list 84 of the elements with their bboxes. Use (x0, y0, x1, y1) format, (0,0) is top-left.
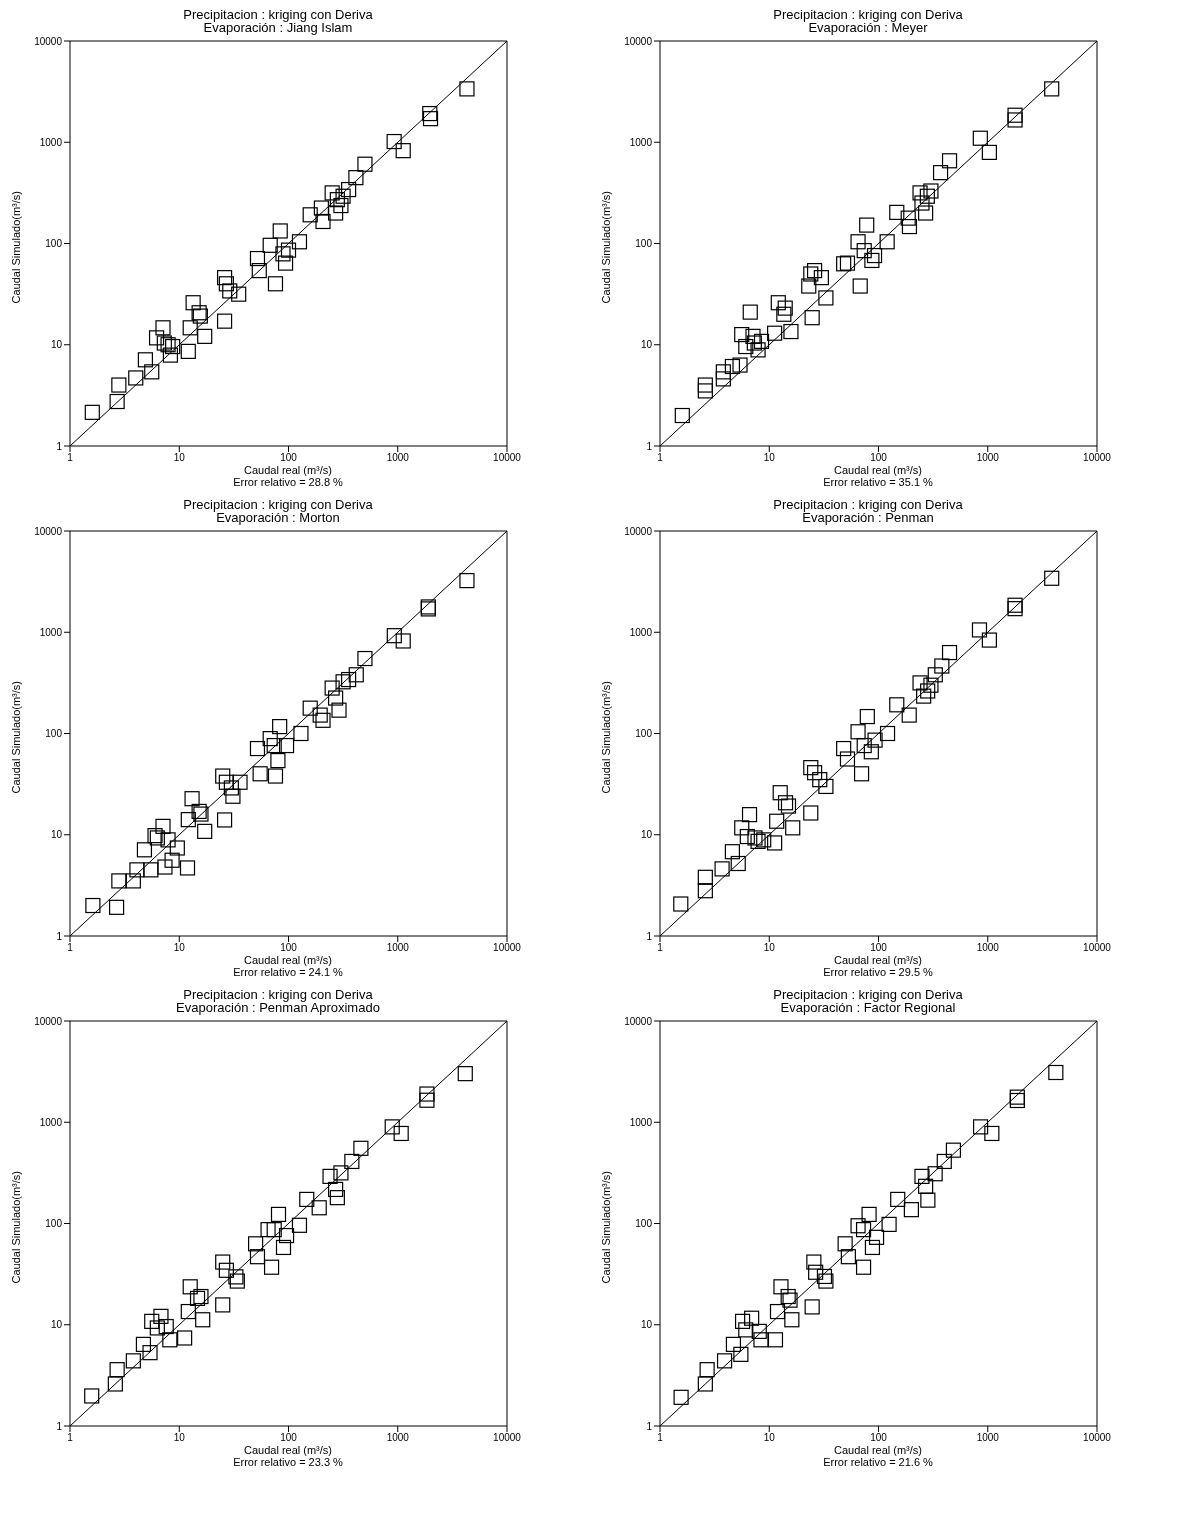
x-axis-title: Caudal real (m³/s) (243, 954, 333, 966)
x-tick-label: 100 (870, 1432, 888, 1444)
y-axis-title: Caudal Simulado(m³/s) (599, 191, 612, 304)
x-tick-label: 1 (67, 452, 74, 464)
y-tick-label: 10 (640, 1319, 653, 1331)
x-tick-label: 10 (763, 942, 776, 954)
x-tick-label: 10000 (493, 1432, 522, 1444)
x-tick-label: 1000 (976, 1432, 1000, 1444)
x-axis-title: Caudal real (m³/s) (833, 1444, 923, 1456)
y-tick-label: 10000 (34, 525, 63, 537)
x-tick-label: 1 (657, 1432, 664, 1444)
x-tick-label: 100 (870, 942, 888, 954)
text: Error relativo = 23.3 % (232, 1456, 344, 1468)
x-tick-label: 10 (173, 1432, 186, 1444)
y-tick-label: 10 (50, 339, 63, 351)
y-tick-label: 100 (635, 238, 653, 250)
y-tick-label: 1000 (629, 1116, 653, 1128)
x-tick-label: 10 (763, 1432, 776, 1444)
x-tick-label: 10 (173, 452, 186, 464)
y-tick-label: 10000 (34, 1015, 63, 1027)
y-tick-label: 1 (646, 1420, 653, 1432)
x-tick-label: 1 (657, 452, 664, 464)
x-tick-label: 100 (280, 452, 298, 464)
x-axis-title: Caudal real (m³/s) (833, 464, 923, 476)
y-tick-label: 1 (646, 440, 653, 452)
x-tick-label: 1000 (976, 942, 1000, 954)
text: Error relativo = 29.5 % (822, 966, 934, 978)
chart-title: Precipitacion : kriging con Deriva (182, 7, 374, 22)
y-tick-label: 10000 (34, 35, 63, 47)
y-tick-label: 10 (640, 339, 653, 351)
x-tick-label: 10000 (1083, 452, 1112, 464)
y-tick-label: 100 (45, 728, 63, 740)
y-tick-label: 1000 (629, 136, 653, 148)
x-tick-label: 10 (763, 452, 776, 464)
x-tick-label: 1000 (386, 942, 410, 954)
text: Error relativo = 21.6 % (822, 1456, 934, 1468)
x-tick-label: 1 (657, 942, 664, 954)
y-tick-label: 10 (50, 1319, 63, 1331)
y-tick-label: 10000 (624, 35, 653, 47)
x-tick-label: 100 (280, 942, 298, 954)
y-tick-label: 1 (646, 930, 653, 942)
y-tick-label: 1 (56, 440, 63, 452)
x-tick-label: 1 (67, 1432, 74, 1444)
x-tick-label: 1 (67, 942, 74, 954)
x-tick-label: 1000 (386, 452, 410, 464)
x-axis-title: Caudal real (m³/s) (243, 1444, 333, 1456)
text: Error relativo = 24.1 % (232, 966, 344, 978)
x-axis-title: Caudal real (m³/s) (243, 464, 333, 476)
y-tick-label: 10 (50, 829, 63, 841)
x-tick-label: 10000 (1083, 1432, 1112, 1444)
y-tick-label: 10000 (624, 525, 653, 537)
text: Error relativo = 28.8 % (232, 476, 344, 488)
y-tick-label: 100 (635, 728, 653, 740)
y-tick-label: 100 (45, 1218, 63, 1230)
y-axis-title: Caudal Simulado(m³/s) (599, 1171, 612, 1284)
chart-title: Precipitacion : kriging con Deriva (182, 497, 374, 512)
y-tick-label: 1000 (39, 1116, 63, 1128)
y-tick-label: 1000 (39, 626, 63, 638)
x-tick-label: 100 (870, 452, 888, 464)
y-tick-label: 100 (635, 1218, 653, 1230)
x-tick-label: 1000 (386, 1432, 410, 1444)
x-tick-label: 10000 (1083, 942, 1112, 954)
text: Error relativo = 35.1 % (822, 476, 934, 488)
y-tick-label: 100 (45, 238, 63, 250)
x-tick-label: 10000 (493, 942, 522, 954)
y-tick-label: 1000 (629, 626, 653, 638)
chart-title: Precipitacion : kriging con Deriva (772, 987, 964, 1002)
y-tick-label: 10 (640, 829, 653, 841)
x-tick-label: 1000 (976, 452, 1000, 464)
y-axis-title: Caudal Simulado(m³/s) (9, 191, 22, 304)
y-tick-label: 1 (56, 930, 63, 942)
y-tick-label: 10000 (624, 1015, 653, 1027)
y-axis-title: Caudal Simulado(m³/s) (599, 681, 612, 794)
y-tick-label: 1 (56, 1420, 63, 1432)
x-axis-title: Caudal real (m³/s) (833, 954, 923, 966)
x-tick-label: 10 (173, 942, 186, 954)
chart-title: Precipitacion : kriging con Deriva (772, 497, 964, 512)
y-axis-title: Caudal Simulado(m³/s) (9, 1171, 22, 1284)
x-tick-label: 100 (280, 1432, 298, 1444)
chart-title: Precipitacion : kriging con Deriva (183, 987, 374, 1002)
chart-title: Precipitacion : kriging con Deriva (772, 7, 964, 22)
x-tick-label: 10000 (493, 452, 522, 464)
y-tick-label: 1000 (39, 136, 63, 148)
y-axis-title: Caudal Simulado(m³/s) (9, 681, 22, 794)
